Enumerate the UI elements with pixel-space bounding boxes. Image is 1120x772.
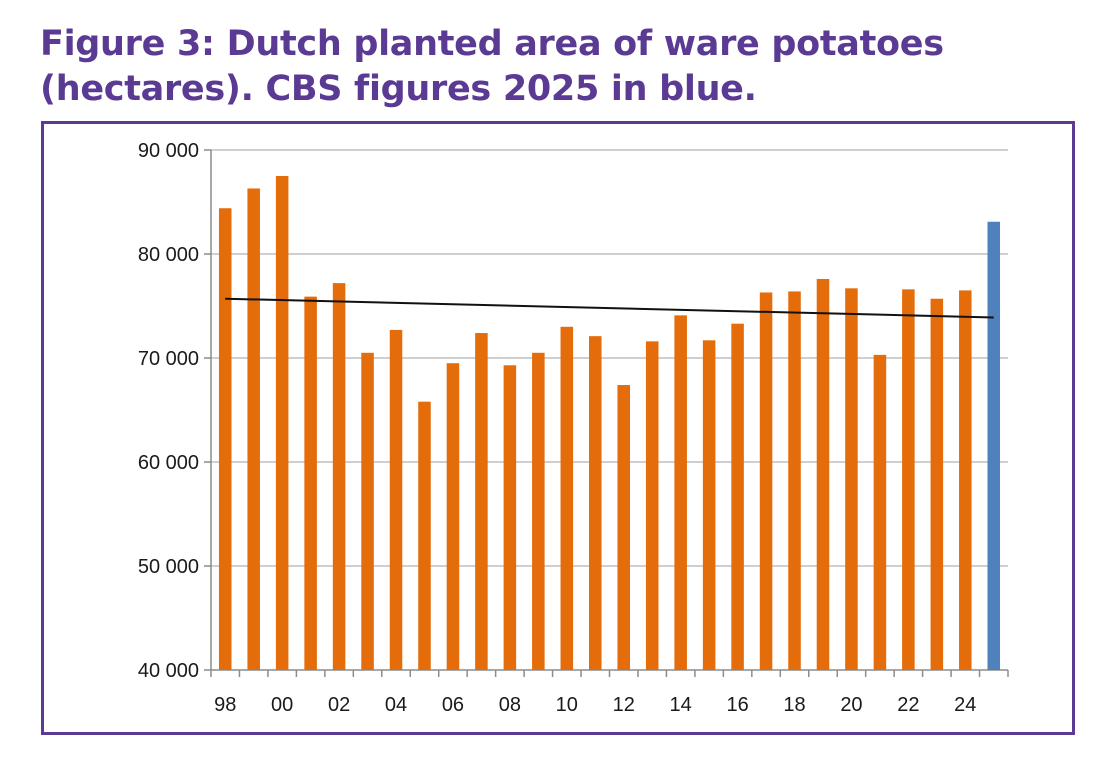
bar-2020 [845,288,858,670]
x-tick-label: 10 [556,694,578,716]
bar-2018 [788,291,801,670]
x-tick-label: 04 [385,694,407,716]
x-tick-label: 18 [783,694,805,716]
bar-2014 [674,315,687,670]
chart-frame [41,121,1075,735]
x-tick-label: 20 [840,694,862,716]
x-tick-label: 00 [271,694,293,716]
bar-2013 [645,341,659,670]
y-tick-label: 50 000 [138,556,199,578]
bar-1998 [218,208,232,671]
bar-2008 [503,365,517,670]
bar-2010 [560,326,574,670]
bar-2002 [332,283,346,670]
x-tick-label: 08 [499,694,521,716]
x-tick-label: 16 [726,694,748,716]
bar-2000 [275,176,289,670]
x-tick-label: 06 [442,694,464,716]
chart-title: Figure 3: Dutch planted area of ware pot… [40,22,1100,112]
x-tick-label: 14 [670,694,692,716]
bar-2001 [304,296,317,670]
bar-2006 [446,363,460,670]
chart-title-line-2: (hectares). CBS figures 2025 in blue. [40,69,757,109]
y-tick-label: 90 000 [138,140,199,162]
trendline [225,297,994,319]
trendline-group [225,297,994,319]
x-tick-label: 02 [328,694,350,716]
bar-2012 [617,385,630,670]
bar-1999 [247,188,260,671]
gridlines [211,149,1008,567]
y-tick-label: 60 000 [138,452,199,474]
axes [204,149,1009,677]
bar-2016 [731,323,744,670]
bar-2021 [873,354,887,670]
y-tick-label: 80 000 [138,244,199,266]
bar-2005 [418,401,431,670]
bar-2011 [589,336,602,670]
x-tick-label: 12 [613,694,635,716]
bar-2017 [759,292,773,670]
x-tick-label: 22 [897,694,919,716]
x-tick-labels: 98 00 02 04 06 08 10 12 14 16 18 20 22 24 [214,694,976,716]
bar-2015 [702,340,716,670]
chart-title-line-1: Figure 3: Dutch planted area of ware pot… [40,24,944,64]
bar-2022 [902,289,915,670]
bar-2025 [987,221,1001,670]
x-tick-label: 24 [954,694,976,716]
bar-2009 [532,352,545,670]
bar-2019 [816,278,830,670]
bars [218,176,1001,671]
y-tick-labels: 40 000 50 000 60 000 70 000 80 000 90 000 [138,140,199,682]
bar-2024 [959,290,972,670]
bar-2004 [389,329,403,670]
y-tick-label: 70 000 [138,348,199,370]
x-tick-label: 98 [214,694,236,716]
bar-2007 [475,333,488,670]
bar-2023 [930,298,944,670]
y-tick-label: 40 000 [138,660,199,682]
bar-2003 [361,352,374,670]
